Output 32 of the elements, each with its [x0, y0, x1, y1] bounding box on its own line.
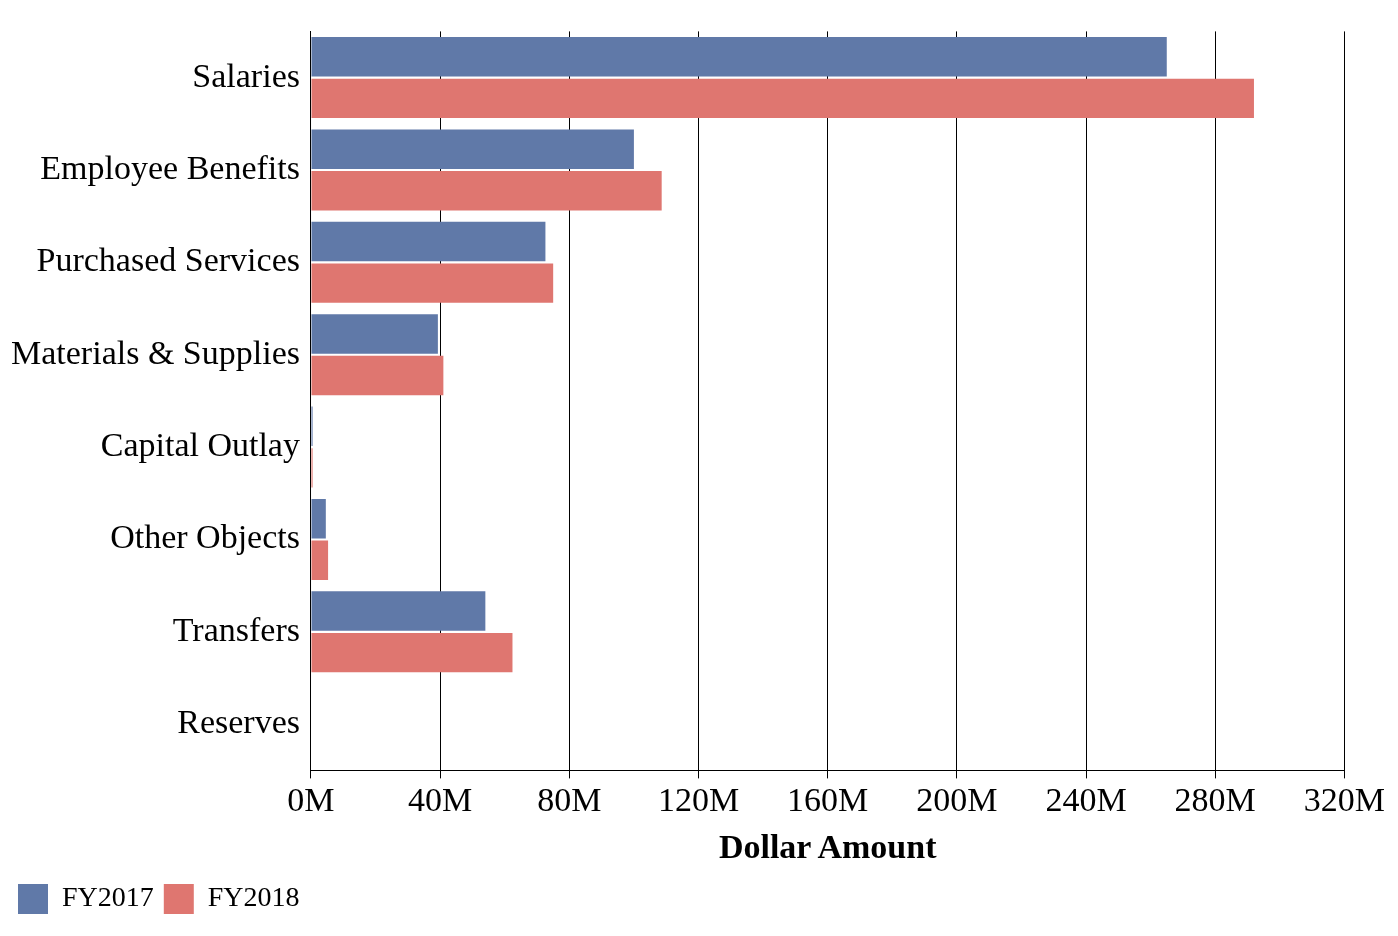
- y-tick-label: Employee Benefits: [40, 148, 300, 186]
- x-tick-label: 160M: [787, 780, 869, 818]
- y-tick-label: Reserves: [177, 703, 300, 741]
- bar: [311, 171, 662, 211]
- bar: [311, 37, 1167, 77]
- x-tick-label: 0M: [287, 780, 335, 818]
- y-tick-label: Other Objects: [110, 518, 300, 556]
- bar: [311, 591, 486, 631]
- x-tick-label: 280M: [1174, 780, 1256, 818]
- bar: [311, 221, 546, 262]
- x-tick-label: 40M: [408, 780, 473, 818]
- bar: [311, 632, 513, 673]
- y-tick-label: Capital Outlay: [100, 426, 300, 464]
- legend-label: FY2018: [207, 881, 300, 913]
- x-tick-label: 80M: [537, 780, 602, 818]
- x-tick-label: 120M: [657, 780, 740, 818]
- x-tick-label: 200M: [916, 780, 998, 818]
- legend-label: FY2017: [62, 881, 154, 913]
- y-tick-label: Salaries: [192, 56, 300, 94]
- y-tick-label: Purchased Services: [36, 241, 300, 279]
- y-tick-label: Materials & Supplies: [11, 333, 300, 371]
- x-tick-label: 240M: [1045, 780, 1127, 818]
- bar: [311, 78, 1254, 119]
- bar: [311, 314, 438, 354]
- bar: [311, 129, 634, 169]
- bar: [311, 355, 444, 396]
- x-tick-label: 320M: [1303, 780, 1385, 818]
- bar: [311, 540, 329, 580]
- bar: [311, 498, 326, 539]
- y-tick-label: Transfers: [172, 610, 300, 648]
- x-axis-title: Dollar Amount: [718, 828, 938, 866]
- bar: [311, 263, 554, 303]
